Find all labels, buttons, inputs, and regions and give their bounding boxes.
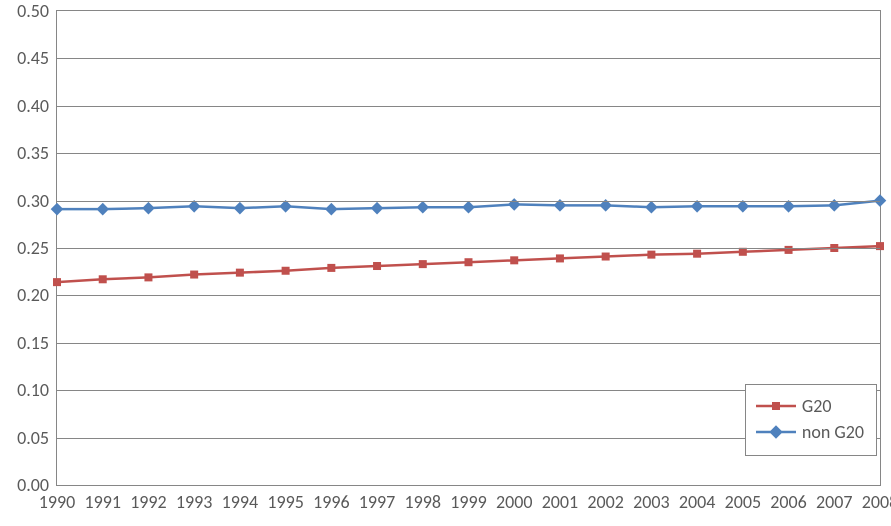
gridline <box>57 201 880 202</box>
x-axis-tick: 2003 <box>633 485 670 513</box>
series-marker <box>463 202 474 213</box>
gridline <box>57 106 880 107</box>
series-marker <box>556 255 563 262</box>
x-axis-tick: 1992 <box>130 485 167 513</box>
gridline <box>57 153 880 154</box>
series-marker <box>602 253 609 260</box>
x-axis-tick: 1990 <box>39 485 76 513</box>
y-axis-tick: 0.30 <box>17 190 57 212</box>
series-marker <box>236 269 243 276</box>
x-axis-tick: 1998 <box>405 485 442 513</box>
series-marker <box>99 276 106 283</box>
y-axis-tick: 0.35 <box>17 142 57 164</box>
legend-label: G20 <box>802 395 832 417</box>
series-marker <box>783 201 794 212</box>
x-axis-tick: 2004 <box>679 485 716 513</box>
line-chart: 0.000.050.100.150.200.250.300.350.400.45… <box>0 0 891 526</box>
x-axis-tick: 1997 <box>359 485 396 513</box>
series-marker <box>465 259 472 266</box>
x-axis-tick: 1995 <box>267 485 304 513</box>
series-marker <box>328 264 335 271</box>
series-marker <box>282 267 289 274</box>
series-marker <box>737 201 748 212</box>
x-axis-tick: 2002 <box>587 485 624 513</box>
x-axis-tick: 1996 <box>313 485 350 513</box>
series-marker <box>97 204 108 215</box>
y-axis-tick: 0.20 <box>17 284 57 306</box>
y-axis-tick: 0.40 <box>17 95 57 117</box>
series-marker <box>326 204 337 215</box>
gridline <box>57 295 880 296</box>
series-marker <box>646 202 657 213</box>
gridline <box>57 248 880 249</box>
series-marker <box>374 263 381 270</box>
series-marker <box>692 201 703 212</box>
x-axis-tick: 2006 <box>770 485 807 513</box>
series-marker <box>419 261 426 268</box>
legend-swatch <box>756 423 796 441</box>
y-axis-tick: 0.10 <box>17 379 57 401</box>
series-marker <box>143 203 154 214</box>
x-axis-tick: 2005 <box>725 485 762 513</box>
y-axis-tick: 0.45 <box>17 47 57 69</box>
series-marker <box>234 203 245 214</box>
series-marker <box>739 248 746 255</box>
y-axis-tick: 0.25 <box>17 237 57 259</box>
series-marker <box>648 251 655 258</box>
legend-swatch <box>756 397 796 415</box>
series-marker <box>191 271 198 278</box>
legend-item: non G20 <box>756 421 864 443</box>
y-axis-tick: 0.50 <box>17 0 57 22</box>
series-marker <box>280 201 291 212</box>
series-marker <box>511 257 518 264</box>
x-axis-tick: 1993 <box>176 485 213 513</box>
gridline <box>57 343 880 344</box>
x-axis-tick: 1999 <box>450 485 487 513</box>
series-marker <box>417 202 428 213</box>
series-marker <box>371 203 382 214</box>
legend-item: G20 <box>756 395 864 417</box>
x-axis-tick: 2001 <box>542 485 579 513</box>
x-axis-tick: 2000 <box>496 485 533 513</box>
legend: G20 non G20 <box>745 384 877 456</box>
series-marker <box>694 250 701 257</box>
gridline <box>57 58 880 59</box>
x-axis-tick: 1994 <box>222 485 259 513</box>
y-axis-tick: 0.05 <box>17 427 57 449</box>
legend-label: non G20 <box>802 421 864 443</box>
series-marker <box>189 201 200 212</box>
x-axis-tick: 1991 <box>84 485 121 513</box>
y-axis-tick: 0.15 <box>17 332 57 354</box>
x-axis-tick: 2008 <box>862 485 891 513</box>
series-marker <box>145 274 152 281</box>
x-axis-tick: 2007 <box>816 485 853 513</box>
